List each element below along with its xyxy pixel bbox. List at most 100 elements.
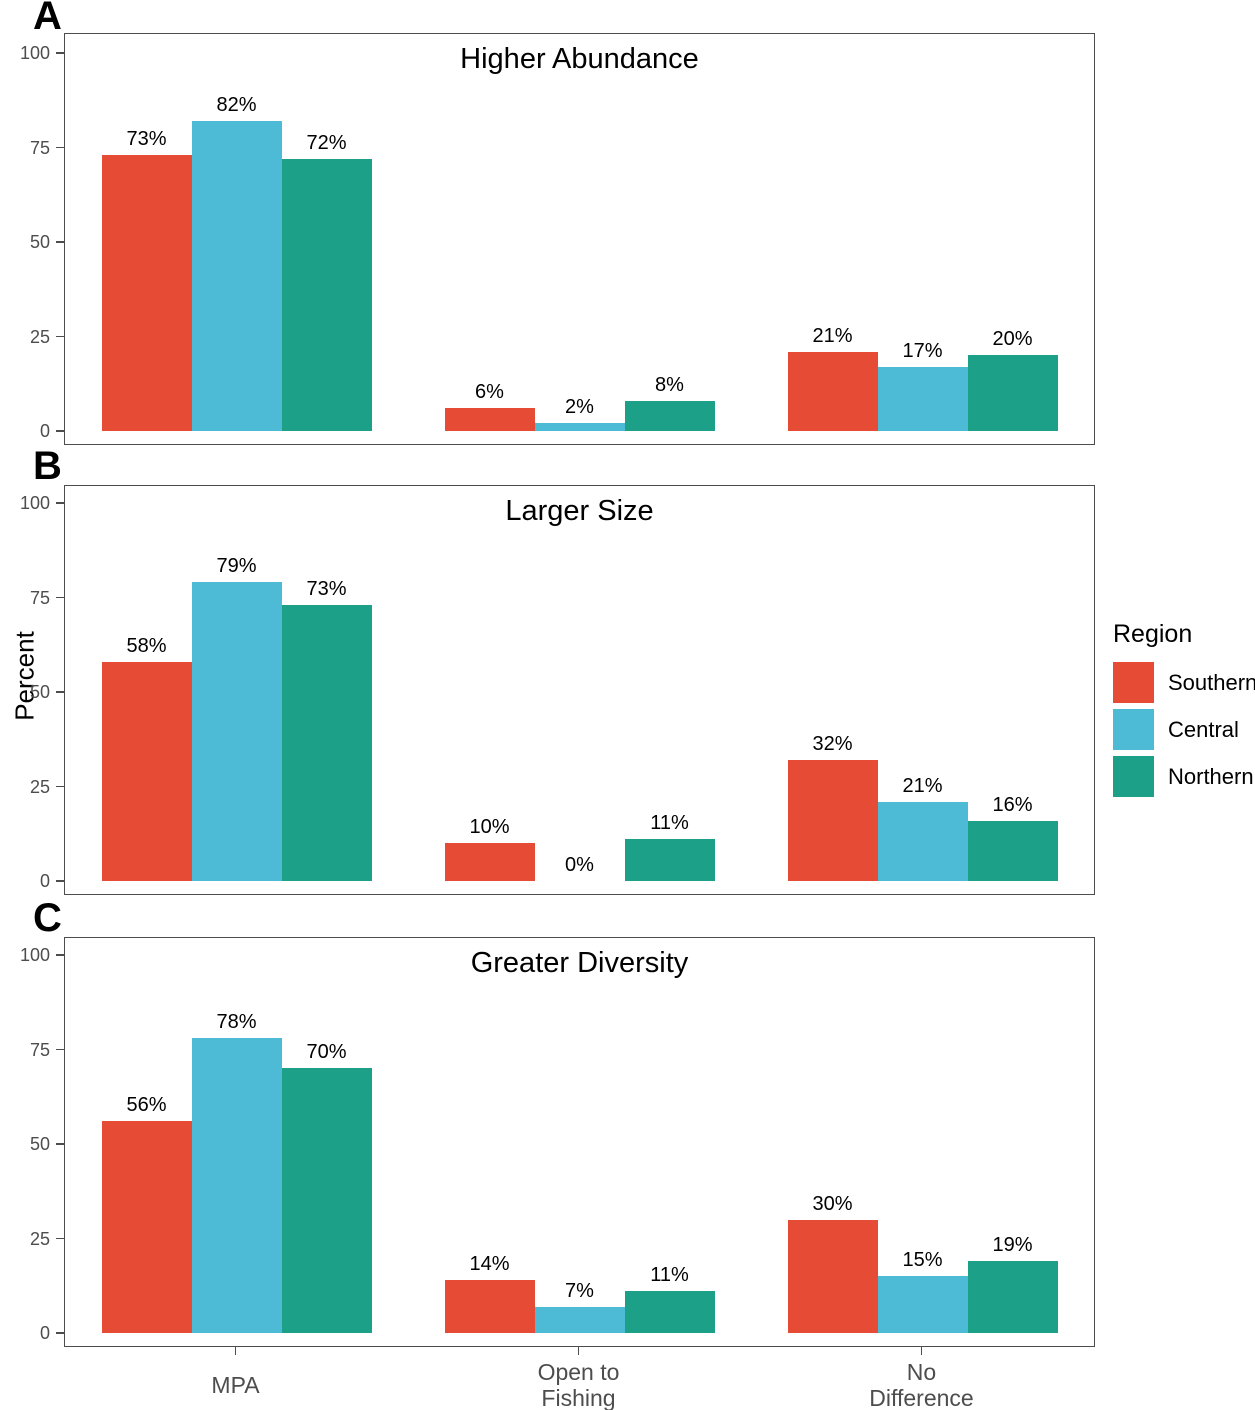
bar-rect (281, 1068, 372, 1333)
bar-rect (534, 423, 625, 431)
bar-rect (281, 605, 372, 881)
y-tick-mark (55, 1048, 64, 1051)
bar-value-label: 14% (469, 1253, 510, 1276)
bar-value-label: 19% (992, 1234, 1033, 1257)
x-category: No Difference (787, 1346, 1057, 1410)
bar-group-mpa: 56% 78% 70% (101, 955, 372, 1333)
x-tick-mark (920, 1346, 923, 1355)
bar-central: 15% (877, 955, 968, 1333)
bar-rect (787, 1219, 878, 1333)
y-tick-label: 25 (29, 1228, 50, 1249)
y-tick-label: 0 (39, 871, 50, 891)
y-tick-label: 100 (19, 43, 50, 63)
bars-area: 73% 82% 72% 6% 2% 8% 21% 17% 20% (65, 53, 1094, 431)
bar-southern: 73% (101, 53, 192, 431)
bar-value-label: 82% (216, 94, 257, 117)
plot-area: Larger Size 0 25 50 75 100 58% 79% 73% 10% 0% 11%… (20, 485, 1095, 895)
bar-value-label: 79% (216, 555, 257, 578)
bar-value-label: 70% (306, 1041, 347, 1064)
bar-value-label: 32% (812, 733, 853, 756)
bar-value-label: 11% (650, 812, 689, 835)
y-tick-mark (55, 1332, 64, 1334)
y-tick-mark (55, 430, 64, 432)
bar-value-label: 20% (992, 328, 1033, 351)
y-tick-mark (55, 954, 64, 956)
bar-rect (877, 1276, 968, 1333)
bar-northern: 16% (967, 503, 1058, 881)
bar-central: 0% (535, 503, 625, 881)
legend-swatch (1113, 756, 1154, 797)
bar-value-label: 7% (565, 1279, 594, 1302)
bar-rect (101, 155, 192, 431)
bar-rect (624, 839, 715, 881)
bar-value-label: 30% (812, 1192, 853, 1215)
legend-label: Central (1168, 716, 1239, 742)
legend-item-northern: Northern (1113, 756, 1255, 797)
y-axis-title: Percent (9, 631, 40, 721)
bar-rect (624, 400, 715, 431)
y-tick-label: 75 (29, 1039, 50, 1060)
bar-rect (101, 661, 192, 881)
y-tick-label: 50 (29, 682, 50, 702)
bar-central: 78% (191, 955, 282, 1333)
bar-northern: 11% (624, 503, 715, 881)
y-tick-label: 75 (29, 587, 50, 608)
x-tick-mark (234, 1346, 237, 1355)
bar-value-label: 6% (475, 381, 504, 404)
plot-area: Higher Abundance 0 25 50 75 100 73% 82% 72% 6% 2… (20, 33, 1095, 445)
bar-value-label: 58% (126, 634, 167, 657)
bar-rect (877, 801, 968, 881)
legend-swatch (1113, 709, 1154, 750)
y-tick-mark (55, 691, 64, 693)
bar-value-label: 73% (126, 128, 167, 151)
bar-rect (191, 582, 282, 881)
x-category: MPA (101, 1346, 371, 1410)
bar-rect (444, 843, 535, 881)
bar-rect (444, 408, 535, 431)
bar-northern: 11% (624, 955, 715, 1333)
y-tick-label: 0 (39, 1323, 50, 1343)
legend-label: Southern (1168, 669, 1255, 695)
bar-value-label: 10% (469, 816, 510, 839)
plot-area: Greater Diversity 0 25 50 75 100 56% 78% 70% 14… (20, 937, 1095, 1347)
bar-value-label: 11% (650, 1264, 689, 1287)
bar-central: 17% (877, 53, 968, 431)
y-tick-mark (55, 335, 64, 338)
x-category: Open to Fishing (444, 1346, 714, 1410)
bar-rect (877, 366, 968, 431)
bar-northern: 8% (624, 53, 715, 431)
y-tick-label: 100 (19, 493, 50, 513)
bar-central: 82% (191, 53, 282, 431)
y-tick-mark (55, 52, 64, 54)
bar-value-label: 15% (902, 1249, 943, 1272)
x-axis: MPA Open to Fishing No Difference (64, 1346, 1093, 1410)
x-tick-label: Open to Fishing (537, 1358, 620, 1410)
bars-area: 58% 79% 73% 10% 0% 11% 32% 21% 16% (65, 503, 1094, 881)
bar-rect (787, 760, 878, 881)
bar-northern: 73% (281, 503, 372, 881)
bar-northern: 20% (967, 53, 1058, 431)
bar-group-mpa: 73% 82% 72% (101, 53, 372, 431)
bar-value-label: 78% (216, 1011, 257, 1034)
bar-value-label: 0% (565, 854, 594, 876)
y-tick-label: 50 (29, 1134, 50, 1154)
y-tick-mark (55, 1143, 64, 1145)
bar-rect (624, 1291, 715, 1333)
y-tick-label: 100 (19, 945, 50, 965)
bar-group-no-difference: 21% 17% 20% (787, 53, 1058, 431)
bar-rect (967, 820, 1058, 881)
x-tick-label: MPA (211, 1371, 260, 1398)
bar-rect (787, 351, 878, 431)
bar-central: 2% (534, 53, 625, 431)
bar-southern: 56% (101, 955, 192, 1333)
panel-letter: A (33, 0, 62, 38)
y-tick-label: 25 (29, 326, 50, 347)
bar-rect (967, 355, 1058, 431)
legend-title: Region (1113, 620, 1193, 648)
bar-northern: 72% (281, 53, 372, 431)
bar-rect (967, 1261, 1058, 1333)
y-tick-mark (55, 502, 64, 504)
legend-swatch (1113, 662, 1154, 703)
bar-value-label: 73% (306, 578, 347, 601)
